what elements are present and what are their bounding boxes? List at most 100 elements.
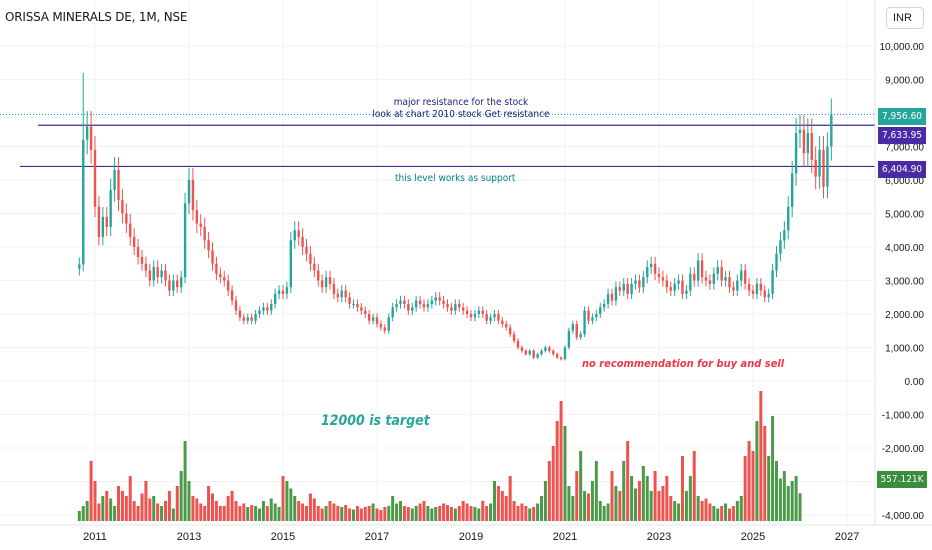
candle-body [156, 267, 159, 278]
volume-bar [77, 511, 81, 521]
candle-body [446, 303, 449, 308]
candle-body [775, 253, 778, 271]
volume-bar [214, 501, 218, 521]
volume-bar [551, 446, 555, 521]
volume-bar [634, 488, 637, 521]
volume-bar [101, 496, 105, 521]
candle-body [422, 303, 426, 308]
volume-bar [575, 471, 579, 521]
candle-body [465, 310, 469, 314]
volume-bar [113, 506, 117, 521]
candle-body [544, 347, 547, 351]
volume-bar [148, 498, 152, 521]
volume-bar [583, 491, 587, 521]
candle-body [450, 307, 453, 311]
candle-body [661, 277, 665, 281]
volume-bar [195, 498, 199, 521]
volume-bar [747, 441, 751, 521]
candle-body [540, 350, 543, 355]
volume-bar [312, 498, 316, 521]
candle-body [144, 263, 148, 271]
candle-body [258, 310, 261, 314]
candle-body [399, 300, 402, 304]
y-tick-label: 10,000.00 [880, 42, 925, 53]
volume-bar [336, 506, 340, 521]
support-annotation[interactable]: this level works as support [395, 173, 516, 184]
y-tick-label: 7,000.00 [885, 143, 924, 154]
y-tick-label: 4,000.00 [885, 243, 924, 254]
volume-bar [293, 496, 297, 521]
volume-bar [183, 441, 187, 521]
volume-bar [465, 503, 469, 521]
volume-bar [606, 503, 610, 521]
candle-body [117, 169, 120, 201]
disclaimer-annotation[interactable]: no recommendation for buy and sell [582, 357, 785, 370]
candle-body [712, 273, 716, 284]
volume-bar [622, 461, 626, 521]
candle-body [798, 129, 802, 134]
candle-body [469, 314, 473, 318]
volume-bar [434, 507, 438, 521]
volume-bar [559, 401, 563, 521]
candle-body [418, 300, 422, 304]
candle-body [364, 310, 367, 314]
candle-body [669, 287, 672, 291]
candle-body [626, 283, 629, 294]
volume-bar [399, 501, 402, 521]
volume-bar [246, 507, 250, 521]
volume-bar [489, 503, 493, 521]
volume-bar [563, 426, 567, 521]
candle-body [293, 230, 296, 241]
candle-body [434, 297, 437, 301]
candle-body [352, 303, 355, 305]
candle-body [818, 149, 821, 177]
volume-bar [473, 507, 477, 521]
volume-bar [677, 503, 681, 521]
candle-body [101, 216, 105, 237]
candle-body [579, 334, 582, 338]
candle-body [183, 203, 187, 278]
volume-bar [375, 508, 379, 521]
resistance-level-badge: 7,633.95 [878, 127, 926, 144]
candle-body [740, 270, 743, 281]
volume-bar [277, 507, 281, 521]
volume-bar [716, 508, 720, 521]
candle-body [583, 310, 586, 335]
volume-bar [739, 496, 743, 521]
x-axis: 2011 2013 2015 2017 2019 2021 2023 2025 2027 [83, 531, 859, 543]
volume-bar [438, 506, 442, 521]
candle-body [732, 287, 735, 291]
volume-bar [598, 501, 602, 521]
y-tick-label: 1,000.00 [885, 344, 924, 355]
candle-body [665, 280, 669, 288]
candle-body [567, 330, 571, 348]
chart-title: ORISSA MINERALS DE, 1M, NSE [5, 10, 188, 24]
candle-body [681, 280, 684, 294]
candle-body [234, 300, 238, 311]
volume-bar [798, 493, 802, 521]
candle-body [763, 290, 766, 298]
currency-selector[interactable]: INR [886, 7, 924, 29]
volume-bar [93, 481, 97, 521]
volume-bar [641, 466, 645, 521]
candle-body [700, 260, 704, 278]
target-annotation[interactable]: 12000 is target [321, 413, 430, 429]
candle-body [262, 307, 265, 311]
volume-bar [289, 488, 293, 521]
volume-bar [712, 506, 716, 521]
volume-bar [175, 486, 179, 521]
volume-bar [759, 391, 763, 521]
candle-body [708, 280, 712, 284]
volume-bars [77, 391, 802, 521]
resistance-annotation[interactable]: major resistance for the stock look at c… [366, 97, 556, 121]
volume-bar [493, 481, 496, 521]
candle-body [575, 324, 578, 338]
volume-bar [681, 456, 684, 521]
volume-bar [230, 491, 234, 521]
volume-bar [97, 503, 101, 521]
volume-bar [790, 481, 794, 521]
candle-body [618, 287, 622, 291]
candle-body [414, 300, 418, 308]
candle-body [454, 303, 457, 311]
